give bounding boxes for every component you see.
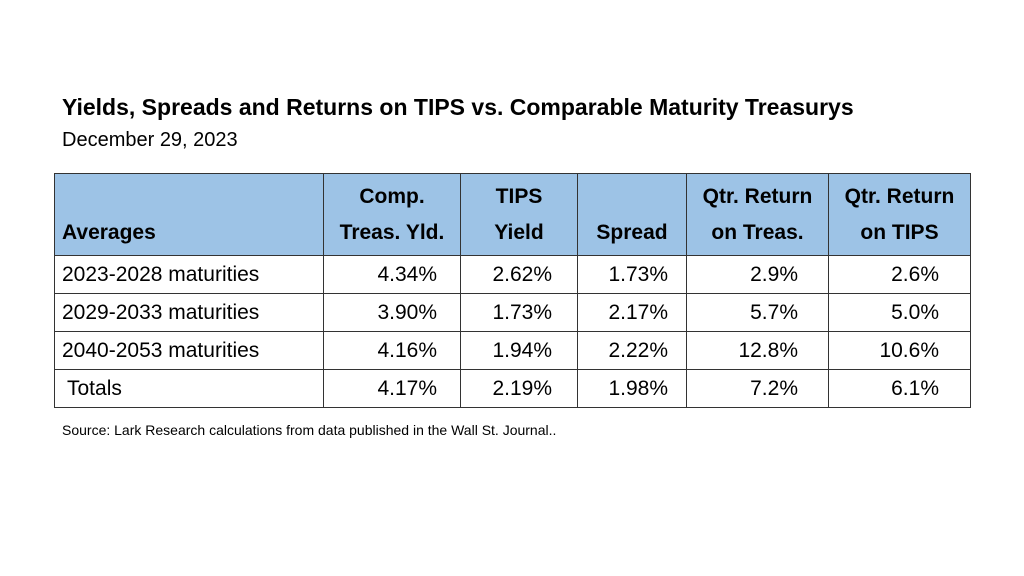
- row-label: 2023-2028 maturities: [54, 255, 324, 294]
- table-cell: 1.98%: [577, 369, 687, 408]
- header-line: Spread: [596, 221, 668, 244]
- table-cell: 12.8%: [686, 331, 829, 370]
- header-line: Qtr. Return: [702, 185, 813, 208]
- column-header: Comp. Treas. Yld.: [323, 173, 461, 256]
- column-header: TIPS Yield: [460, 173, 578, 256]
- column-header: Averages: [54, 173, 324, 256]
- header-row: Averages Comp. Treas. Yld. TIPS Yield Spread Q…: [54, 173, 971, 256]
- table-cell: 2.19%: [460, 369, 578, 408]
- table-row: 2023-2028 maturities 4.34% 2.62% 1.73% 2.9% 2…: [54, 255, 971, 294]
- subtitle: December 29, 2023: [62, 129, 238, 151]
- table-cell: 10.6%: [828, 331, 971, 370]
- header-line: Comp.: [359, 185, 425, 208]
- table-cell: 4.17%: [323, 369, 461, 408]
- row-label: 2029-2033 maturities: [54, 293, 324, 332]
- table-cell: 7.2%: [686, 369, 829, 408]
- table-cell: 2.6%: [828, 255, 971, 294]
- data-table: Averages Comp. Treas. Yld. TIPS Yield Spread Q…: [54, 173, 971, 408]
- table-cell: 5.7%: [686, 293, 829, 332]
- table-cell: 2.62%: [460, 255, 578, 294]
- table-cell: 4.16%: [323, 331, 461, 370]
- table-cell: 5.0%: [828, 293, 971, 332]
- header-line: Averages: [62, 221, 156, 244]
- table-row: 2040-2053 maturities 4.16% 1.94% 2.22% 12.8%…: [54, 331, 971, 370]
- column-header: Qtr. Return on Treas.: [686, 173, 829, 256]
- table-row: Totals 4.17% 2.19% 1.98% 7.2% 6.1%: [54, 369, 971, 408]
- header-line: on TIPS: [860, 221, 939, 244]
- header-line: Yield: [494, 221, 544, 244]
- header-line: TIPS: [495, 185, 543, 208]
- source-note: Source: Lark Research calculations from …: [62, 422, 557, 438]
- title: Yields, Spreads and Returns on TIPS vs. …: [62, 94, 854, 120]
- table-body: 2023-2028 maturities 4.34% 2.62% 1.73% 2.9% 2…: [54, 255, 971, 408]
- header-line: on Treas.: [711, 221, 804, 244]
- table-cell: 2.17%: [577, 293, 687, 332]
- column-header: Spread: [577, 173, 687, 256]
- header-line: Qtr. Return: [844, 185, 955, 208]
- table-cell: 1.73%: [460, 293, 578, 332]
- table-cell: 2.9%: [686, 255, 829, 294]
- table-cell: 4.34%: [323, 255, 461, 294]
- row-label: 2040-2053 maturities: [54, 331, 324, 370]
- table-row: 2029-2033 maturities 3.90% 1.73% 2.17% 5.7% 5…: [54, 293, 971, 332]
- table-cell: 6.1%: [828, 369, 971, 408]
- table-cell: 1.94%: [460, 331, 578, 370]
- row-label: Totals: [54, 369, 324, 408]
- header-line: Treas. Yld.: [339, 221, 445, 244]
- table-cell: 1.73%: [577, 255, 687, 294]
- table-cell: 2.22%: [577, 331, 687, 370]
- column-header: Qtr. Return on TIPS: [828, 173, 971, 256]
- table-cell: 3.90%: [323, 293, 461, 332]
